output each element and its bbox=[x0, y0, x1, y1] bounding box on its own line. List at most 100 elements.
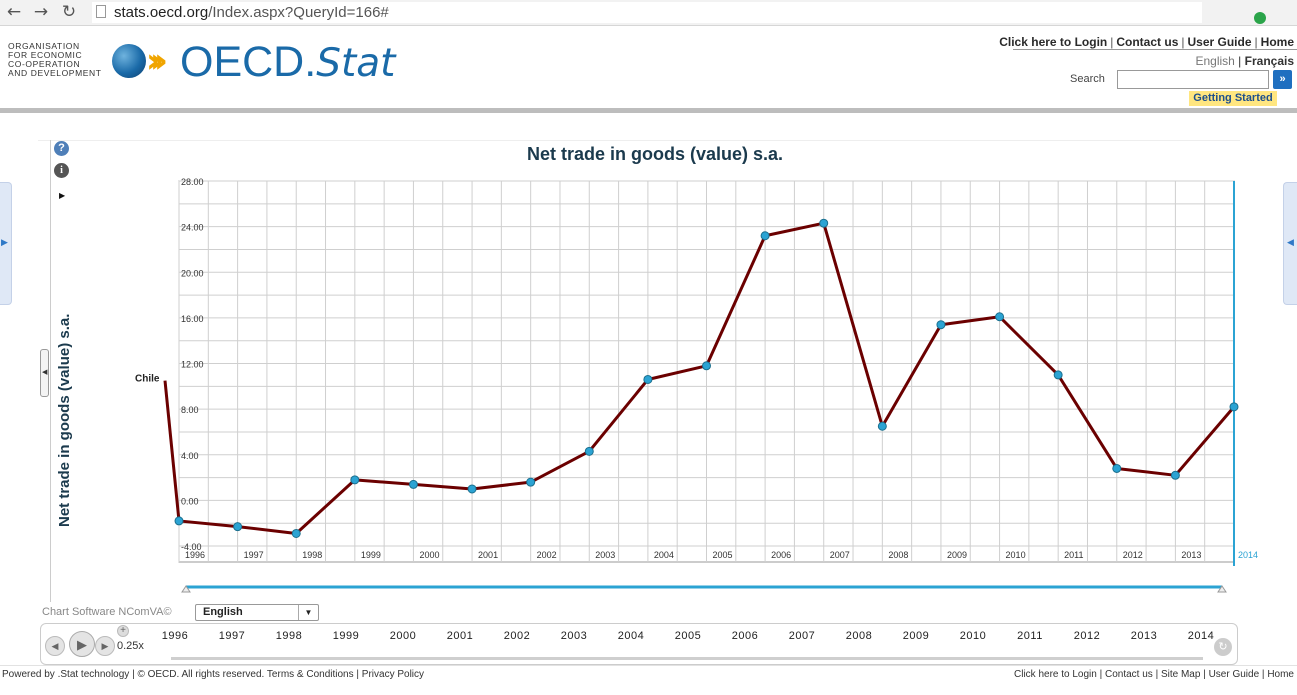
timeline-year[interactable]: 2002 bbox=[503, 630, 531, 642]
refresh-icon[interactable]: ↻ bbox=[1214, 638, 1232, 656]
step-forward-icon[interactable]: ▶ bbox=[95, 636, 115, 656]
x-tick-label: 2002 bbox=[537, 550, 557, 560]
timeline-year[interactable]: 1999 bbox=[332, 630, 360, 642]
x-tick-label: 2012 bbox=[1123, 550, 1143, 560]
right-panel-toggle[interactable]: ◀ bbox=[1283, 182, 1297, 305]
org-name: ORGANISATION FOR ECONOMIC CO-OPERATION A… bbox=[8, 41, 102, 78]
data-point bbox=[467, 484, 477, 494]
divider bbox=[1013, 49, 1297, 50]
site-header: ORGANISATION FOR ECONOMIC CO-OPERATION A… bbox=[0, 27, 1297, 111]
top-links: Click here to Login | Contact us | User Guid… bbox=[999, 35, 1294, 49]
y-tick-label: 8.00 bbox=[181, 405, 199, 415]
home-link[interactable]: Home bbox=[1260, 35, 1294, 49]
toolbar-divider bbox=[50, 140, 51, 602]
timeline-year[interactable]: 2010 bbox=[959, 630, 987, 642]
data-point bbox=[702, 361, 711, 371]
extension-icon[interactable] bbox=[1254, 12, 1266, 24]
x-tick-label: 2010 bbox=[1006, 550, 1026, 560]
contact-link[interactable]: Contact us bbox=[1116, 35, 1179, 49]
x-tick-label: 2003 bbox=[595, 550, 615, 560]
timeline-year[interactable]: 2014 bbox=[1187, 630, 1215, 642]
chart-title: Net trade in goods (value) s.a. bbox=[526, 144, 784, 164]
x-tick-label: 2001 bbox=[478, 550, 498, 560]
info-icon[interactable]: i bbox=[54, 163, 69, 178]
lang-english[interactable]: English bbox=[1195, 54, 1235, 68]
search-input[interactable] bbox=[1117, 70, 1269, 89]
terms-link[interactable]: Terms & Conditions bbox=[266, 669, 354, 680]
footer-right: Click here to Login | Contact us | Site … bbox=[1014, 669, 1294, 680]
timeline-year[interactable]: 2006 bbox=[731, 630, 759, 642]
timeline-year[interactable]: 1996 bbox=[161, 630, 189, 642]
data-point bbox=[643, 374, 653, 384]
timeline-player: ◀ ▶ ▶ + 0.25x 1996 1997 1998 1999 2000 2001 20… bbox=[40, 623, 1238, 665]
y-tick-label: 4.00 bbox=[181, 451, 199, 461]
speed-up-icon[interactable]: + bbox=[117, 625, 129, 637]
data-point bbox=[1053, 370, 1063, 380]
forward-arrow-icon[interactable]: → bbox=[33, 2, 49, 22]
getting-started-link[interactable]: Getting Started bbox=[1189, 91, 1277, 106]
timeline-year[interactable]: 2000 bbox=[389, 630, 417, 642]
series-lead-line bbox=[163, 380, 181, 522]
collapse-handle[interactable]: ◀ bbox=[40, 349, 49, 397]
speed-value: 0.25x bbox=[117, 640, 144, 652]
y-tick-label: -4.00 bbox=[181, 542, 202, 552]
x-tick-label: 2005 bbox=[713, 550, 733, 560]
chart-language-select[interactable]: English ▼ bbox=[195, 604, 319, 621]
collapse-arrow-icon: ◀ bbox=[42, 369, 48, 376]
timeline-year[interactable]: 2012 bbox=[1073, 630, 1101, 642]
timeline-year[interactable]: 2013 bbox=[1130, 630, 1158, 642]
timeline-year[interactable]: 2007 bbox=[788, 630, 816, 642]
timeline-year[interactable]: 2009 bbox=[902, 630, 930, 642]
footer-login-link[interactable]: Click here to Login bbox=[1014, 669, 1097, 680]
page-footer: Powered by .Stat technology | © OECD. Al… bbox=[0, 665, 1297, 695]
x-tick-label: 2006 bbox=[771, 550, 791, 560]
y-tick-label: 28.00 bbox=[181, 177, 204, 187]
y-tick-label: 16.00 bbox=[181, 314, 204, 324]
x-tick-label: 2007 bbox=[830, 550, 850, 560]
login-link[interactable]: Click here to Login bbox=[999, 35, 1108, 49]
timeline-year[interactable]: 2004 bbox=[617, 630, 645, 642]
oecd-stat-logo[interactable]: OECD.Stat bbox=[180, 38, 396, 86]
search-go-button[interactable]: » bbox=[1273, 70, 1292, 89]
play-button[interactable]: ▶ bbox=[69, 631, 95, 657]
x-tick-label: 1999 bbox=[361, 550, 381, 560]
footer-userguide-link[interactable]: User Guide bbox=[1208, 669, 1260, 680]
timeline-year[interactable]: 2003 bbox=[560, 630, 588, 642]
expand-right-icon: ▶ bbox=[1, 237, 8, 247]
timeline-track[interactable] bbox=[171, 657, 1203, 660]
data-point bbox=[1229, 402, 1239, 412]
x-tick-label: 2011 bbox=[1064, 550, 1083, 560]
x-tick-label: 1998 bbox=[302, 550, 322, 560]
timeline-year[interactable]: 2008 bbox=[845, 630, 873, 642]
footer-contact-link[interactable]: Contact us bbox=[1104, 669, 1153, 680]
page-icon bbox=[96, 5, 106, 18]
timeline-year[interactable]: 2011 bbox=[1017, 630, 1043, 642]
step-back-icon[interactable]: ◀ bbox=[45, 636, 65, 656]
reload-icon[interactable]: ↻ bbox=[61, 2, 77, 22]
language-switcher: English | Français bbox=[1195, 54, 1294, 68]
timeline-year[interactable]: 2005 bbox=[674, 630, 702, 642]
footer-left: Powered by .Stat technology | © OECD. Al… bbox=[2, 669, 425, 680]
play-small-icon[interactable]: ▶ bbox=[59, 191, 66, 200]
y-tick-label: 20.00 bbox=[181, 268, 204, 278]
privacy-link[interactable]: Privacy Policy bbox=[361, 669, 425, 680]
back-arrow-icon[interactable]: ← bbox=[6, 2, 22, 22]
timeline-year[interactable]: 1998 bbox=[275, 630, 303, 642]
left-panel-toggle[interactable]: ▶ bbox=[0, 182, 12, 305]
help-icon[interactable]: ? bbox=[54, 141, 69, 156]
header-rule bbox=[0, 108, 1297, 113]
footer-sitemap-link[interactable]: Site Map bbox=[1160, 669, 1201, 680]
search-label: Search bbox=[1070, 73, 1105, 85]
data-point bbox=[233, 522, 243, 532]
lang-french[interactable]: Français bbox=[1244, 54, 1294, 68]
timeline-year[interactable]: 1997 bbox=[218, 630, 246, 642]
x-tick-label: 2000 bbox=[419, 550, 439, 560]
footer-home-link[interactable]: Home bbox=[1267, 669, 1294, 680]
address-bar[interactable]: stats.oecd.org/Index.aspx?QueryId=166# bbox=[92, 2, 1202, 23]
oecd-globe-logo bbox=[112, 44, 146, 78]
data-point bbox=[350, 475, 360, 485]
user-guide-link[interactable]: User Guide bbox=[1187, 35, 1252, 49]
browser-toolbar: ← → ↻ stats.oecd.org/Index.aspx?QueryId=… bbox=[0, 0, 1297, 26]
timeline-year[interactable]: 2001 bbox=[446, 630, 474, 642]
